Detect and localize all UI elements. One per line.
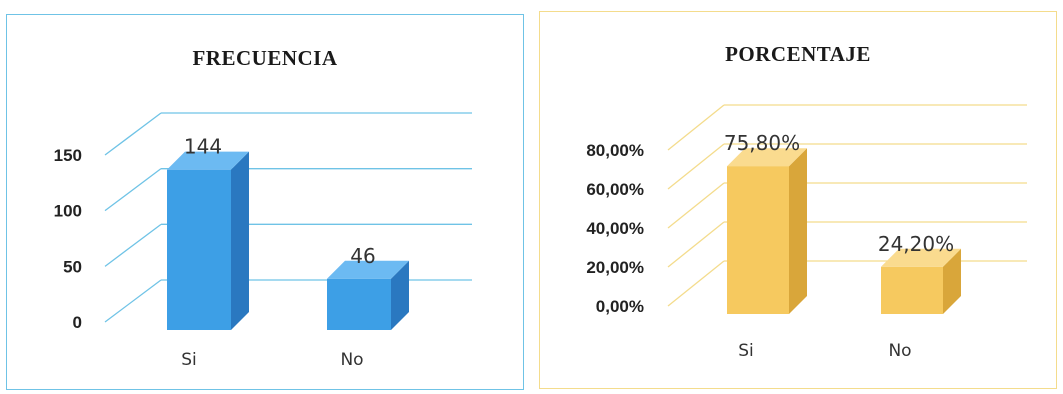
gridline [104, 168, 472, 212]
chart-title: FRECUENCIA [192, 46, 338, 70]
category-label: No [340, 350, 363, 370]
data-label: 75,80% [724, 131, 800, 155]
bar-si [727, 148, 807, 314]
gridline [104, 279, 472, 323]
y-tick-label: 100 [54, 202, 82, 221]
gridline [667, 260, 1027, 307]
gridline [667, 104, 1027, 151]
y-tick-label: 20,00% [586, 258, 644, 277]
gridline [667, 143, 1027, 190]
y-tick-label: 50 [63, 257, 82, 276]
chart-title: PORCENTAJE [725, 42, 871, 66]
frecuencia-chart: 0 50 100 150 144 Si 46 No [54, 112, 472, 370]
y-tick-label: 40,00% [586, 219, 644, 238]
porcentaje-chart: 0,00% 20,00% 40,00% 60,00% 80,00% 75,80% Si 24,… [586, 104, 1027, 361]
y-tick-label: 60,00% [586, 180, 644, 199]
category-label: Si [181, 350, 197, 370]
bar-si [167, 151, 249, 330]
y-tick-label: 150 [54, 146, 82, 165]
bar-no [327, 260, 409, 330]
gridline [104, 223, 472, 267]
bar-no [881, 248, 961, 314]
data-label: 46 [350, 244, 375, 268]
chart-panel-frecuencia: FRECUENCIA 0 50 100 150 144 Si 46 No [6, 14, 524, 390]
y-tick-label: 0 [73, 313, 82, 332]
gridline [667, 182, 1027, 229]
category-label: No [888, 341, 911, 361]
gridline [104, 112, 472, 156]
category-label: Si [738, 341, 754, 361]
y-tick-label: 0,00% [596, 297, 644, 316]
y-tick-label: 80,00% [586, 141, 644, 160]
chart-panel-porcentaje: PORCENTAJE 0,00% 20,00% 40,00% 60,00% 80,00%… [539, 11, 1057, 389]
gridline [667, 221, 1027, 268]
data-label: 144 [184, 135, 222, 159]
data-label: 24,20% [878, 232, 954, 256]
